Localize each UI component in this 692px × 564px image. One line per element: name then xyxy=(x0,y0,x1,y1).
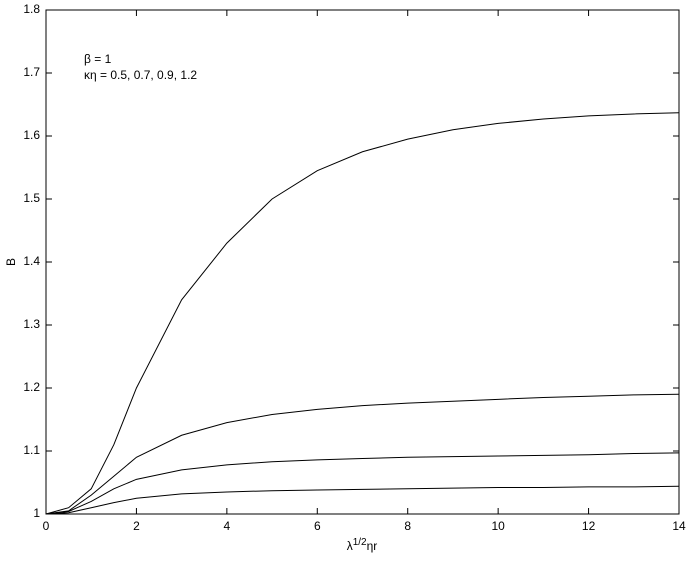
y-tick-label: 1.2 xyxy=(23,380,40,394)
y-tick-label: 1.8 xyxy=(23,2,40,16)
x-axis-label: λ1/2ηr xyxy=(347,537,378,554)
x-label-part: ηr xyxy=(367,539,378,553)
y-tick-label: 1 xyxy=(33,506,40,520)
annotation: κη = 0.5, 0.7, 0.9, 1.2 xyxy=(84,68,197,82)
line xyxy=(45,393,680,515)
annotation: β = 1 xyxy=(84,52,112,66)
y-tick-label: 1.3 xyxy=(23,317,40,331)
x-tick-label: 6 xyxy=(314,519,321,533)
x-label-part: λ xyxy=(347,539,353,553)
y-tick-label: 1.6 xyxy=(23,128,40,142)
x-tick-label: 12 xyxy=(582,519,596,533)
line xyxy=(45,485,680,515)
x-tick-label: 8 xyxy=(404,519,411,533)
x-tick-label: 10 xyxy=(491,519,505,533)
y-tick-label: 1.5 xyxy=(23,191,40,205)
x-tick-label: 0 xyxy=(43,519,50,533)
y-axis-label: B xyxy=(4,258,18,266)
y-tick-label: 1.4 xyxy=(23,254,40,268)
y-tick-label: 1.1 xyxy=(23,443,40,457)
plot-frame xyxy=(45,9,680,515)
line xyxy=(45,452,680,515)
y-tick-label: 1.7 xyxy=(23,65,40,79)
x-tick-label: 14 xyxy=(672,519,686,533)
x-label-sup: 1/2 xyxy=(353,537,367,548)
line xyxy=(45,112,680,515)
x-tick-label: 4 xyxy=(224,519,231,533)
x-tick-label: 2 xyxy=(133,519,140,533)
